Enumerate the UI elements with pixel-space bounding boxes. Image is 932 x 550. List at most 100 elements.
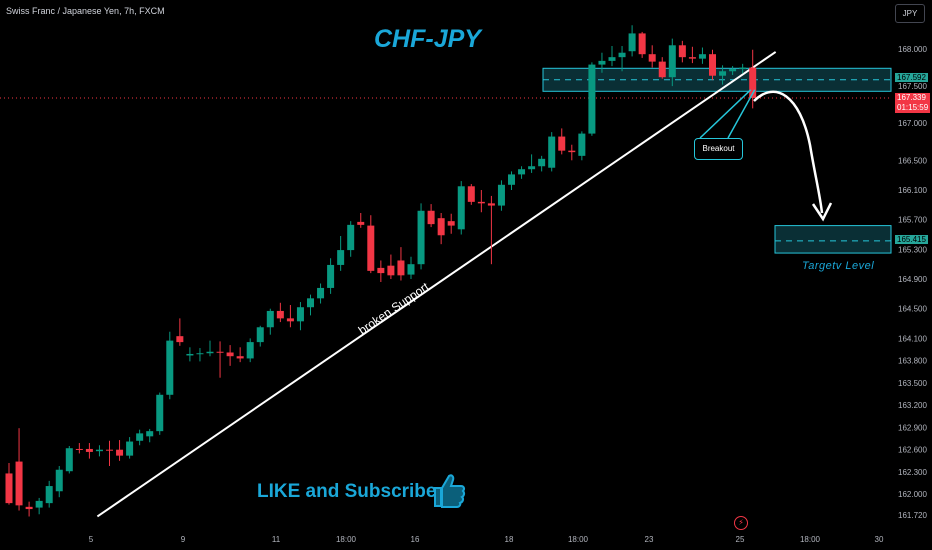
x-tick-label: 5 <box>89 535 94 544</box>
support-trendline[interactable] <box>96 51 777 518</box>
candle-body <box>176 336 184 343</box>
candle-body <box>477 201 485 204</box>
candle <box>467 184 475 205</box>
target-price-tag: 165.415 <box>895 234 928 244</box>
candle <box>276 302 284 323</box>
candle <box>538 155 546 172</box>
candle <box>206 340 214 357</box>
lightning-icon[interactable]: ⚡ <box>734 516 748 530</box>
currency-button[interactable]: JPY <box>895 4 925 23</box>
candle <box>588 62 596 136</box>
like-subscribe-text: LIKE and Subscribe <box>257 481 437 502</box>
candle <box>95 445 103 457</box>
candle <box>166 331 174 400</box>
x-tick-label: 11 <box>272 535 281 544</box>
candle <box>729 66 737 75</box>
candle-body <box>427 210 435 225</box>
candle-body <box>216 351 224 353</box>
candle <box>709 49 716 81</box>
symbol-title: Swiss Franc / Japanese Yen, 7h, FXCM <box>6 6 165 16</box>
candle <box>256 325 264 347</box>
candle-body <box>307 298 314 308</box>
candle-body <box>698 54 706 59</box>
candle-body <box>598 60 606 65</box>
candle-body <box>487 203 495 206</box>
candle-body <box>35 500 43 508</box>
candle <box>739 63 747 74</box>
candle <box>286 305 294 328</box>
candle <box>678 40 686 63</box>
candle <box>196 348 204 362</box>
candle-body <box>548 136 556 168</box>
candle-body <box>528 166 536 170</box>
candle-body <box>276 310 284 319</box>
candle-body <box>95 449 103 452</box>
candle-body <box>266 310 274 328</box>
x-tick-label: 9 <box>181 535 186 544</box>
candle <box>457 181 465 235</box>
breakout-pointer-line <box>699 89 752 139</box>
candle-body <box>347 224 355 251</box>
candle-body <box>286 318 294 322</box>
candle <box>508 171 515 190</box>
candle-body <box>447 221 455 226</box>
candle <box>246 338 254 363</box>
candle <box>25 501 33 517</box>
candle-body <box>437 218 445 236</box>
candle-body <box>166 340 174 395</box>
y-tick-label: 165.700 <box>898 216 927 225</box>
target-zone <box>774 225 892 254</box>
candle-body <box>709 54 716 76</box>
candle <box>568 144 576 161</box>
x-tick-label: 16 <box>411 535 420 544</box>
candle <box>608 46 616 67</box>
candle <box>106 440 113 467</box>
candle <box>296 302 304 331</box>
projection-arrow-head <box>811 202 833 222</box>
candle-body <box>106 449 113 451</box>
candle <box>156 392 164 435</box>
y-tick-label: 163.200 <box>898 401 927 410</box>
candle-body <box>668 45 676 78</box>
candle-body <box>236 356 244 359</box>
candle-body <box>518 169 526 175</box>
x-tick-label: 30 <box>875 535 884 544</box>
candle-body <box>618 52 626 58</box>
candle-body <box>628 33 636 52</box>
y-tick-label: 162.900 <box>898 423 927 432</box>
candle <box>407 256 415 280</box>
candle <box>337 235 345 271</box>
zone-price-tag: 167.592 <box>895 73 928 83</box>
candle-body <box>568 150 576 153</box>
candle <box>618 46 626 72</box>
candle <box>5 463 13 505</box>
y-tick-label: 162.300 <box>898 468 927 477</box>
candle-body <box>45 486 53 504</box>
candle-body <box>256 327 264 343</box>
candle <box>397 247 405 281</box>
candle-body <box>558 136 566 151</box>
y-tick-label: 164.900 <box>898 275 927 284</box>
candle-body <box>296 307 304 322</box>
candle <box>749 49 757 109</box>
candle <box>146 428 154 443</box>
x-tick-label: 18:00 <box>800 535 821 544</box>
candle-body <box>327 264 335 288</box>
candle <box>35 497 43 515</box>
candle-body <box>467 186 475 202</box>
candle <box>477 189 485 213</box>
y-tick-label: 167.000 <box>898 119 927 128</box>
candle-body <box>146 431 154 437</box>
x-tick-label: 25 <box>736 535 745 544</box>
y-tick-label: 163.800 <box>898 357 927 366</box>
target-level-label: Targetv Level <box>802 260 875 272</box>
candle-body <box>397 260 405 276</box>
candle-body <box>407 264 415 275</box>
y-tick-label: 168.000 <box>898 45 927 54</box>
candle <box>367 215 375 274</box>
candle <box>598 52 606 73</box>
candle <box>377 260 385 282</box>
y-tick-label: 166.500 <box>898 156 927 165</box>
